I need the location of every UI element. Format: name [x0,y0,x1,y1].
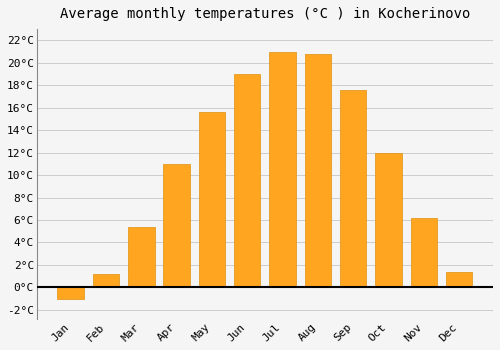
Bar [164,164,190,287]
Bar [375,153,402,287]
Bar [340,90,366,287]
Bar [446,272,472,287]
Bar [270,51,296,287]
Bar [198,112,225,287]
Bar [304,54,331,287]
Bar [234,74,260,287]
Bar [410,218,437,287]
Bar [58,287,84,299]
Bar [93,274,120,287]
Title: Average monthly temperatures (°C ) in Kocherinovo: Average monthly temperatures (°C ) in Ko… [60,7,470,21]
Bar [128,227,154,287]
